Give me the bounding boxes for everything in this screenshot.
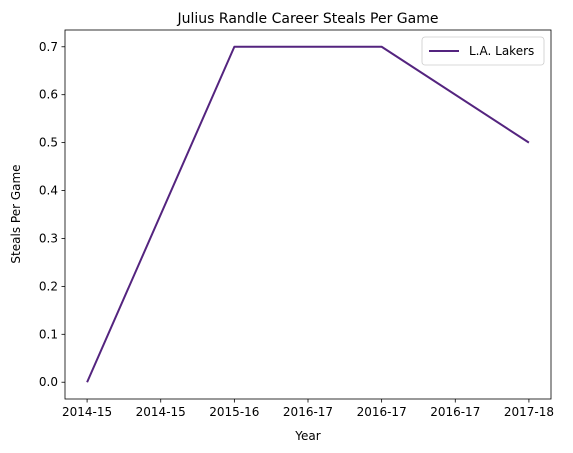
x-axis-ticks: 2014-15 2014-15 2015-16 2016-17 2016-17 2016-…	[62, 399, 554, 419]
plot-area: 0.00.10.20.30.40.50.60.7 2014-15 2014-15 2…	[39, 29, 554, 419]
x-tick-label: 2014-15	[62, 405, 112, 419]
legend-entry-label: L.A. Lakers	[469, 44, 534, 58]
y-tick-label: 0.1	[39, 327, 58, 341]
legend: L.A. Lakers	[421, 36, 545, 66]
x-tick-label: 2016-17	[357, 405, 407, 419]
series-layer	[86, 45, 530, 383]
y-tick-label: 0.2	[39, 279, 58, 293]
x-tick-label: 2016-17	[283, 405, 333, 419]
x-tick-label: 2014-15	[136, 405, 186, 419]
y-axis-ticks: 0.0 0.1 0.2 0.3 0.4 0.5 0.6 0.7	[39, 40, 65, 389]
legend-box	[421, 36, 545, 66]
y-tick-label: 0.6	[39, 88, 58, 102]
series-line-lakers	[86, 45, 530, 383]
y-tick-label: 0.5	[39, 136, 58, 150]
x-axis-label: Year	[294, 429, 320, 443]
y-tick-label: 0.7	[39, 40, 58, 54]
y-tick-label: 0.3	[39, 231, 58, 245]
x-tick-label: 2015-16	[209, 405, 259, 419]
x-tick-label: 2017-18	[504, 405, 554, 419]
y-tick-label: 0.0	[39, 375, 58, 389]
chart-title: Julius Randle Career Steals Per Game	[177, 11, 439, 27]
y-axis-label: Steals Per Game	[9, 164, 23, 263]
x-tick-label: 2016-17	[430, 405, 480, 419]
y-tick-label: 0.4	[39, 184, 58, 198]
